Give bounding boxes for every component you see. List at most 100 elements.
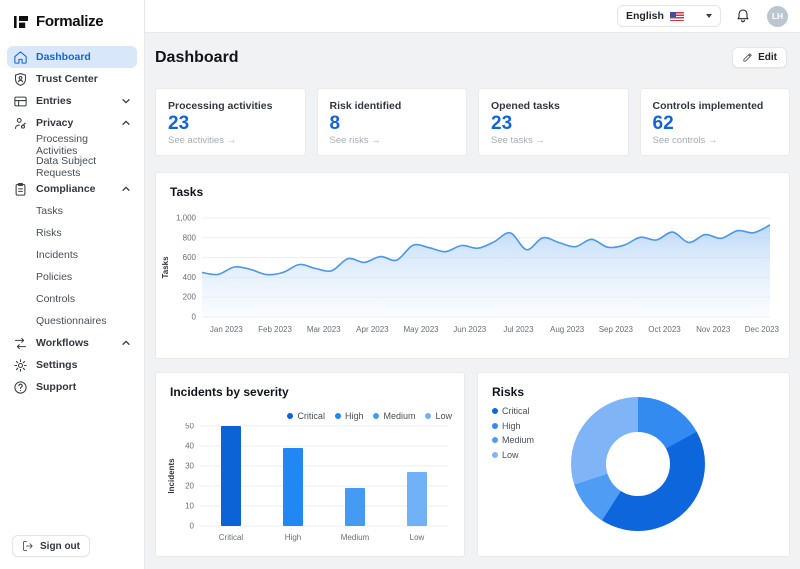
sidebar-item-privacy[interactable]: Privacy [7, 112, 137, 134]
sidebar-item-label: Trust Center [36, 73, 98, 85]
svg-text:1,000: 1,000 [176, 214, 197, 223]
stat-card-link[interactable]: See tasks → [491, 135, 545, 146]
svg-text:Mar 2023: Mar 2023 [307, 325, 341, 334]
sidebar-item-label: Tasks [36, 205, 63, 217]
sidebar-item-processing-activities[interactable]: Processing Activities [7, 133, 137, 157]
notifications-bell-button[interactable] [735, 7, 753, 25]
svg-text:10: 10 [185, 502, 194, 511]
sidebar-item-policies[interactable]: Policies [7, 266, 137, 288]
svg-text:200: 200 [183, 293, 197, 302]
risks-donut-chart [571, 397, 705, 531]
svg-text:Critical: Critical [219, 533, 244, 542]
edit-button[interactable]: Edit [732, 47, 787, 68]
sidebar-item-label: Controls [36, 293, 76, 305]
svg-text:Low: Low [410, 533, 425, 542]
sidebar-item-label: Incidents [36, 249, 79, 261]
sidebar-item-tasks[interactable]: Tasks [7, 200, 137, 222]
brand-name: Formalize [36, 13, 104, 30]
sidebar-item-trust-center[interactable]: Trust Center [7, 68, 137, 90]
sidebar-item-label: Dashboard [36, 51, 91, 63]
svg-text:0: 0 [190, 522, 195, 531]
legend-dot-icon [492, 437, 498, 443]
svg-text:Nov 2023: Nov 2023 [696, 325, 731, 334]
legend-dot-icon [334, 413, 341, 419]
legend-item-critical[interactable]: Critical [492, 406, 534, 416]
sidebar-item-label: Questionnaires [36, 315, 107, 327]
stat-card-link[interactable]: See activities → [168, 135, 237, 146]
sidebar-item-label: Support [36, 381, 77, 393]
sidebar-item-workflows[interactable]: Workflows [7, 332, 137, 354]
svg-text:600: 600 [183, 253, 197, 262]
sidebar-item-dashboard[interactable]: Dashboard [7, 46, 137, 68]
svg-text:0: 0 [192, 313, 197, 322]
svg-text:Apr 2023: Apr 2023 [356, 325, 389, 334]
svg-text:400: 400 [183, 273, 197, 282]
risks-chart-card: Risks Critical High Medium Low [477, 372, 790, 557]
privacy-person-icon [13, 116, 28, 131]
language-label: English [626, 10, 664, 22]
svg-text:Aug 2023: Aug 2023 [550, 325, 585, 334]
svg-text:Jun 2023: Jun 2023 [453, 325, 486, 334]
svg-text:20: 20 [185, 482, 194, 491]
legend-item-low[interactable]: Low [425, 411, 452, 421]
stat-card-processing-activities: Processing activities 23 See activities … [155, 88, 306, 156]
us-flag-icon [669, 11, 684, 21]
sidebar-item-label: Privacy [36, 117, 74, 129]
svg-text:Dec 2023: Dec 2023 [745, 325, 780, 334]
svg-text:50: 50 [185, 423, 194, 431]
sidebar-item-controls[interactable]: Controls [7, 288, 137, 310]
stat-card-title: Controls implemented [652, 100, 764, 112]
sidebar-item-entries[interactable]: Entries [7, 90, 137, 112]
sign-out-label: Sign out [40, 540, 80, 552]
donut-chart-legend: Critical High Medium Low [492, 406, 534, 460]
legend-item-high[interactable]: High [334, 411, 363, 421]
sidebar-item-compliance[interactable]: Compliance [7, 178, 137, 200]
brand-logo: Formalize [0, 0, 144, 42]
incidents-chart-title: Incidents by severity [170, 385, 289, 399]
legend-dot-icon [492, 451, 498, 458]
stat-card-link[interactable]: See risks → [329, 135, 381, 146]
sidebar-item-incidents[interactable]: Incidents [7, 244, 137, 266]
logout-icon [22, 540, 34, 552]
clipboard-icon [13, 182, 28, 197]
stat-card-value: 8 [329, 113, 341, 134]
stat-card-link[interactable]: See controls → [652, 135, 718, 146]
sign-out-button[interactable]: Sign out [12, 535, 90, 557]
svg-text:30: 30 [185, 462, 194, 471]
stat-card-opened-tasks: Opened tasks 23 See tasks → [478, 88, 629, 156]
sidebar-item-label: Policies [36, 271, 73, 283]
chevron-up-icon [121, 184, 131, 194]
sidebar: Formalize Dashboard Trust Center Entries… [0, 0, 145, 569]
gear-icon [13, 358, 28, 373]
sidebar-item-risks[interactable]: Risks [7, 222, 137, 244]
sidebar-item-questionnaires[interactable]: Questionnaires [7, 310, 137, 332]
stat-card-risk-identified: Risk identified 8 See risks → [316, 88, 467, 156]
help-icon [13, 380, 28, 395]
stat-card-title: Opened tasks [491, 100, 560, 112]
user-avatar[interactable]: LH [767, 5, 788, 27]
sidebar-item-support[interactable]: Support [7, 376, 137, 398]
tasks-chart-title: Tasks [170, 185, 204, 199]
stat-card-value: 62 [652, 113, 674, 134]
svg-text:Incidents: Incidents [167, 458, 176, 494]
legend-item-medium[interactable]: Medium [492, 435, 534, 445]
sidebar-item-data-subject-requests[interactable]: Data Subject Requests [7, 155, 137, 179]
tasks-chart-card: Tasks 0 200 400 600 800 1,000 Jan 2023 Feb 2023… [155, 172, 790, 359]
legend-item-high[interactable]: High [492, 421, 534, 431]
svg-text:40: 40 [185, 442, 194, 451]
caret-down-icon [706, 14, 712, 18]
legend-dot-icon [492, 408, 498, 414]
home-icon [13, 50, 28, 65]
sidebar-item-settings[interactable]: Settings [7, 354, 137, 376]
svg-text:May 2023: May 2023 [404, 325, 440, 334]
bar-chart-legend: Critical High Medium Low [287, 411, 452, 421]
chevron-up-icon [121, 118, 131, 128]
legend-item-critical[interactable]: Critical [287, 411, 325, 421]
language-select[interactable]: English [617, 5, 721, 27]
legend-dot-icon [425, 413, 432, 419]
sidebar-item-label: Settings [36, 359, 78, 371]
sidebar-nav: Dashboard Trust Center Entries Privacy P… [0, 42, 144, 398]
legend-item-medium[interactable]: Medium [373, 411, 415, 421]
legend-item-low[interactable]: Low [492, 450, 534, 460]
chevron-up-icon [121, 338, 131, 348]
